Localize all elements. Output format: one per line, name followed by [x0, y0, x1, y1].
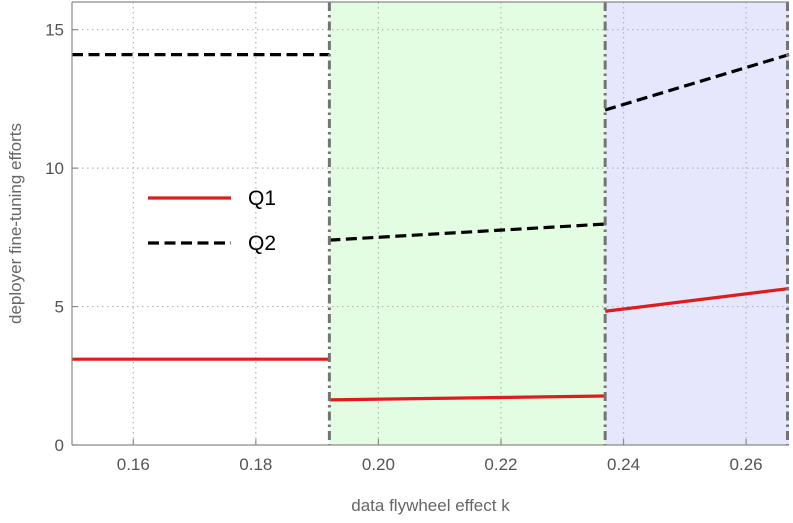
grid — [72, 2, 789, 445]
x-tick-label: 0.26 — [730, 455, 763, 474]
series-q2-segment-2 — [329, 222, 606, 242]
axes — [71, 1, 789, 446]
y-tick-label: 0 — [55, 436, 64, 455]
x-tick-label: 0.20 — [362, 455, 395, 474]
y-axis-label: deployer fine-tuning efforts — [6, 123, 25, 324]
y-tick-label: 5 — [55, 298, 64, 317]
x-tick-label: 0.18 — [239, 455, 272, 474]
x-axis-label: data flywheel effect k — [351, 496, 510, 515]
shaded-regions — [329, 2, 789, 445]
tick-labels: 0.16 0.18 0.20 0.22 0.24 0.26 0 5 10 15 — [45, 21, 763, 474]
legend-label-q2: Q2 — [248, 232, 276, 255]
x-tick-label: 0.24 — [607, 455, 640, 474]
x-tick-label: 0.22 — [484, 455, 517, 474]
y-tick-label: 15 — [45, 21, 64, 40]
y-tick-label: 10 — [45, 159, 64, 178]
region-1 — [329, 2, 606, 445]
series-q1-segment-2 — [329, 394, 606, 402]
legend: Q1 Q2 — [148, 187, 276, 255]
legend-label-q1: Q1 — [248, 187, 276, 210]
region-2 — [605, 2, 789, 445]
region-boundaries — [327, 2, 789, 445]
series-q1-segment-3 — [604, 286, 790, 313]
x-tick-label: 0.16 — [117, 455, 150, 474]
series — [72, 53, 790, 402]
